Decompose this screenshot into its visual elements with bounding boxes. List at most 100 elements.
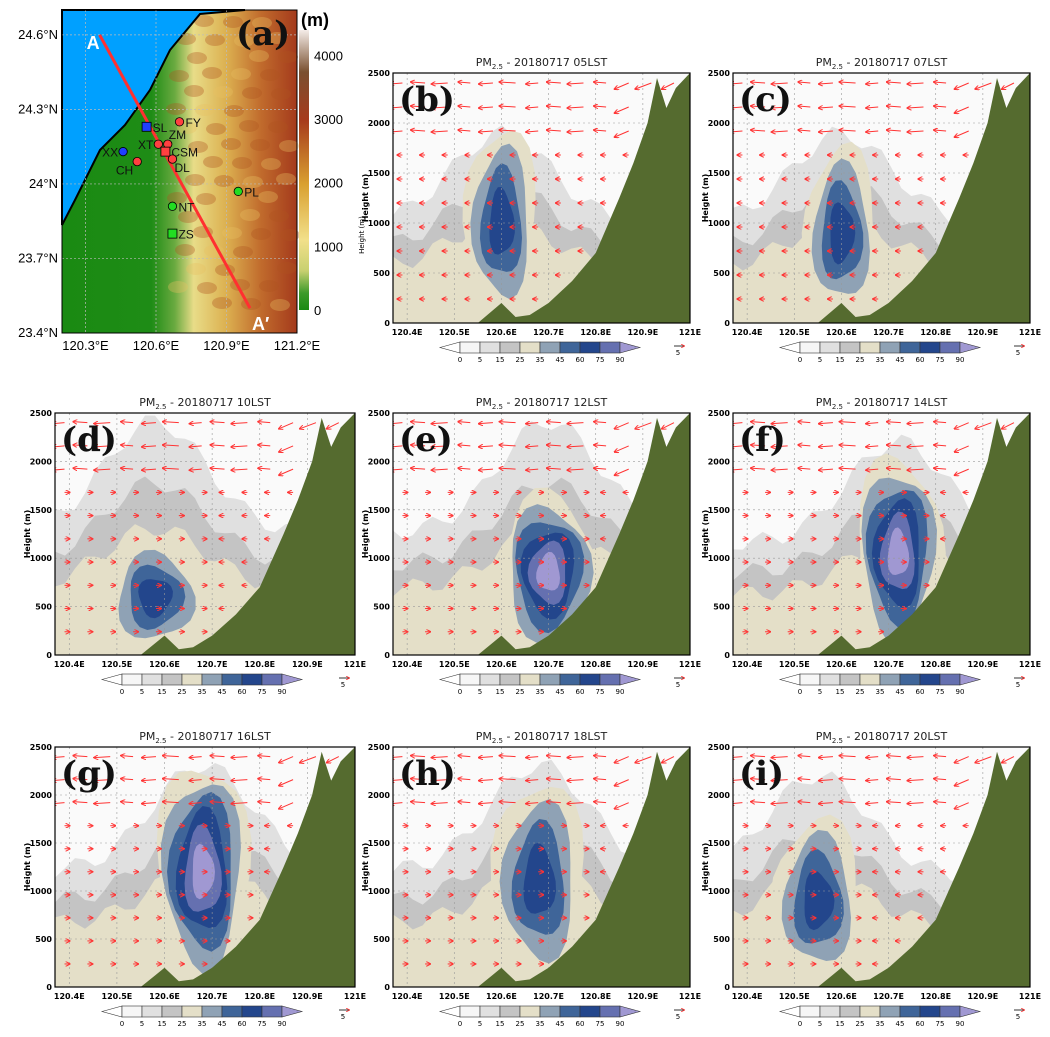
colorbar-box: [899, 1005, 921, 1018]
colorbar-box: [499, 673, 521, 686]
wind-vector: [458, 468, 471, 469]
y-tick-label: 0: [384, 319, 390, 328]
wind-vector: [411, 756, 426, 757]
wind-vector: [163, 445, 179, 446]
wind-vector: [772, 423, 788, 424]
wind-vector: [258, 445, 271, 446]
wind-vector: [327, 756, 340, 763]
wind-vector: [411, 130, 426, 131]
colorbar-min-triangle: [100, 1005, 123, 1018]
y-tick-label: 2500: [30, 743, 53, 752]
wind-vector: [458, 106, 471, 107]
mountain-shade: [231, 68, 251, 80]
plot-area: [393, 413, 690, 655]
wind-vector: [907, 780, 924, 781]
colorbar-box: [141, 1005, 163, 1018]
wind-vector: [55, 469, 65, 470]
title-time: - 20180717 05LST: [503, 56, 608, 69]
colorbar-tick-label: 60: [238, 1020, 247, 1028]
wind-vector: [121, 468, 134, 469]
x-tick-label: 120.7E: [197, 660, 228, 669]
mountain-shade: [276, 173, 296, 185]
y-tick-label: 0: [46, 983, 52, 992]
wind-vector: [547, 130, 561, 131]
wind-vector: [567, 446, 584, 447]
concentration-contour-level-7: [489, 186, 515, 255]
y-axis-label: Height (m): [23, 843, 32, 892]
colorbar-max-triangle: [959, 673, 982, 686]
map-frame: [61, 9, 298, 334]
wind-vector: [955, 756, 969, 763]
wind-vector: [94, 423, 111, 424]
wind-vector: [840, 445, 856, 446]
panel-title: PM2.5 - 20180717 05LST: [476, 56, 608, 71]
x-tick-label: 120.5E: [779, 992, 810, 1001]
x-tick-label: 120.5E: [779, 660, 810, 669]
x-tick-label: 121E: [679, 992, 701, 1001]
mountain-shade: [202, 67, 222, 79]
x-tick-label: 120.7E: [873, 660, 904, 669]
station-label: CSM: [171, 146, 198, 160]
y-tick-label: 500: [713, 269, 730, 278]
wind-vector: [190, 423, 202, 424]
wind-vector: [866, 423, 879, 424]
wind-vector: [751, 130, 766, 131]
reference-vector-label: 5: [676, 349, 680, 357]
panel-title: PM2.5 - 20180717 07LST: [816, 56, 948, 71]
wind-vector: [594, 756, 607, 757]
colorbar-tick-label: 15: [496, 356, 505, 364]
panel-label-a: (a): [236, 14, 290, 54]
wind-vector: [866, 803, 879, 804]
colorbar-box: [201, 1005, 223, 1018]
x-tick-label: 120.7E: [873, 328, 904, 337]
y-tick-label: 1500: [708, 839, 731, 848]
wind-vector: [500, 130, 516, 131]
wind-vector: [526, 757, 539, 758]
colorbar-tick-label: 35: [536, 356, 545, 364]
wind-vector: [55, 423, 65, 424]
title-variable-subscript: 2.5: [492, 403, 503, 411]
wind-vector: [934, 756, 947, 757]
mountain-shade: [252, 17, 272, 29]
mountain-shade: [240, 209, 260, 221]
y-tick-label: 2000: [368, 457, 391, 466]
plot-frame: [732, 72, 1031, 324]
wind-vector: [142, 423, 156, 424]
wind-vector: [594, 802, 607, 803]
mountain-shade: [221, 138, 241, 150]
colorbar-tick-label: 75: [258, 688, 267, 696]
x-tick-label: 120.7E: [533, 328, 564, 337]
colorbar-tick-label: 0: [458, 1020, 462, 1028]
colorbar-box: [859, 673, 881, 686]
x-tick-label: 120.5E: [439, 660, 470, 669]
wind-vector: [887, 422, 901, 423]
mountain-shade: [195, 104, 215, 116]
x-tick-label: 120.6E: [826, 660, 857, 669]
wind-vector: [887, 130, 901, 131]
wind-vector: [975, 82, 992, 89]
colorbar-box: [799, 673, 821, 686]
y-axis-label: Height (m): [701, 510, 710, 559]
mountain-shade: [178, 211, 198, 223]
panel-d: PM2.5 - 20180717 10LST (d) 0 500 1000 1500 200…: [23, 396, 366, 696]
x-tick-label: 120.4E: [732, 992, 763, 1001]
colorbar-max-triangle: [959, 1005, 982, 1018]
colorbar-tick-label: 60: [238, 688, 247, 696]
concentration-contour-level-7: [804, 870, 835, 931]
plot-area: [733, 413, 1030, 655]
title-variable: PM: [476, 730, 492, 743]
plot-area: [733, 73, 1030, 323]
y-axis-label: Height (m): [701, 174, 710, 223]
colorbar-box: [919, 673, 941, 686]
y-tick-label: 500: [35, 603, 52, 612]
panel-label: (c): [739, 80, 792, 120]
wind-vector: [907, 423, 924, 424]
mountain-shade: [249, 50, 269, 62]
wind-vector: [142, 757, 156, 758]
wind-vector: [866, 757, 879, 758]
plot-frame: [392, 412, 691, 656]
wind-vector: [662, 82, 675, 89]
wind-vector: [594, 445, 607, 446]
colorbar-box: [519, 673, 541, 686]
